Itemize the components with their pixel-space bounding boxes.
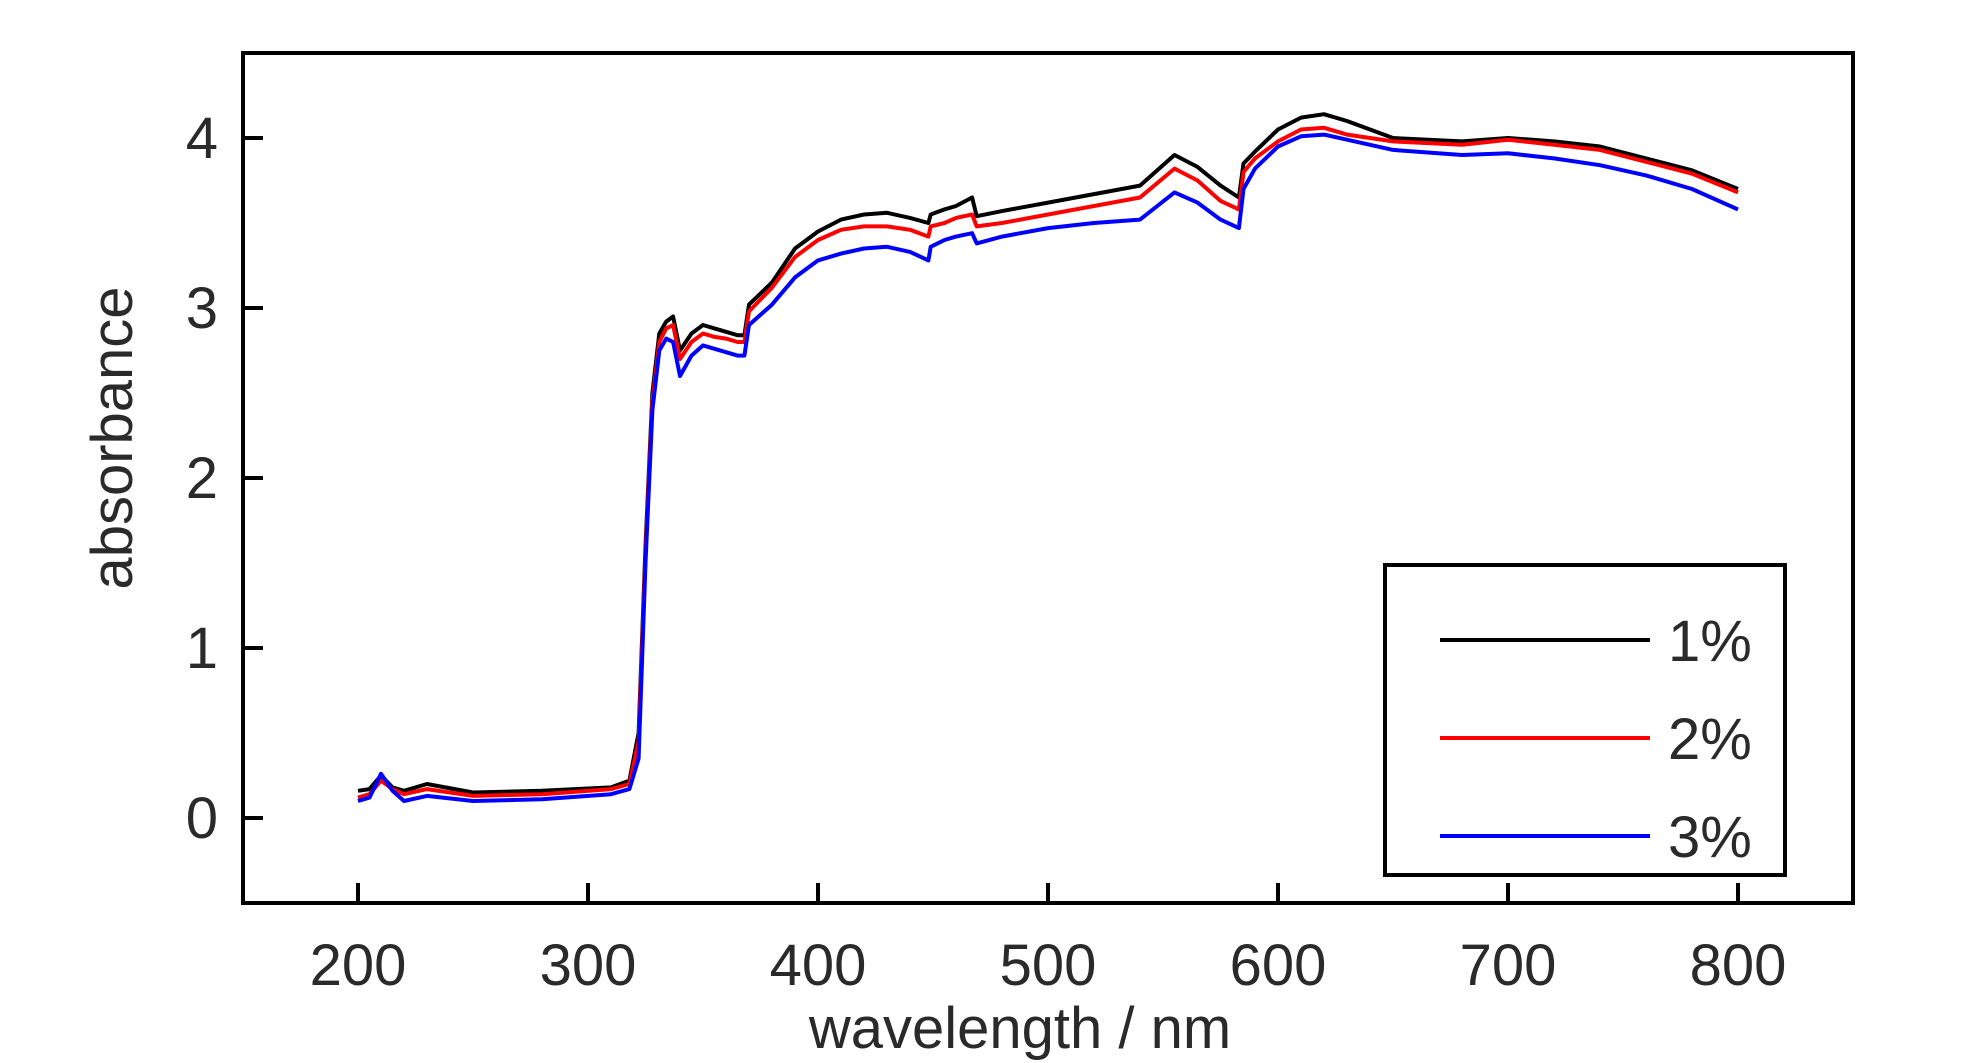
legend-label: 3%: [1668, 805, 1752, 870]
legend-label: 2%: [1668, 707, 1752, 772]
x-tick-label: 200: [310, 933, 407, 998]
x-axis-title: wavelength / nm: [808, 996, 1231, 1061]
legend: 1% 2% 3%: [1383, 563, 1787, 877]
series-line-3%: [357, 132, 1739, 803]
x-tick-label: 400: [770, 933, 867, 998]
y-tick-label: 1: [186, 616, 218, 681]
y-tick-label: 0: [186, 786, 218, 851]
legend-label: 1%: [1668, 609, 1752, 674]
y-tick-label: 2: [186, 446, 218, 511]
y-tick-label: 4: [186, 106, 218, 171]
y-axis: 0 1 2 3 4: [186, 106, 263, 851]
series-layer: [357, 112, 1739, 803]
x-tick-label: 600: [1230, 933, 1327, 998]
x-axis: 200 300 400 500 600 700 800: [310, 883, 1787, 998]
x-tick-label: 700: [1460, 933, 1557, 998]
y-axis-title: absorbance: [80, 286, 145, 589]
x-tick-label: 800: [1690, 933, 1787, 998]
y-tick-label: 3: [186, 276, 218, 341]
x-tick-label: 300: [540, 933, 637, 998]
x-tick-label: 500: [1000, 933, 1097, 998]
series-line-2%: [357, 125, 1739, 800]
legend-box: [1383, 563, 1787, 877]
